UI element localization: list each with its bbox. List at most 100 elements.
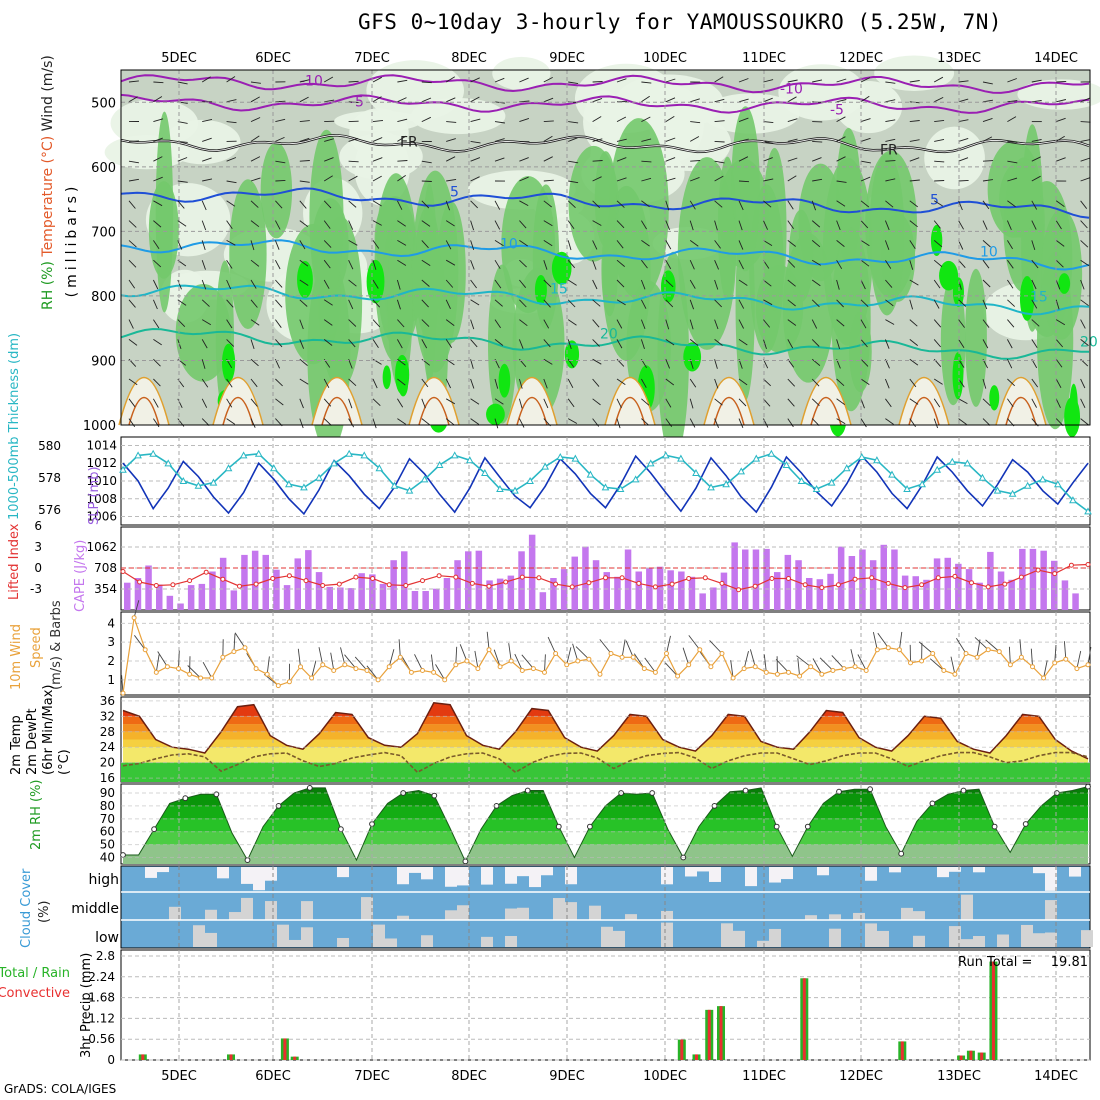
wind-speed-marker — [386, 664, 392, 670]
wind-speed-marker — [453, 662, 459, 668]
cloud-gap — [241, 897, 253, 920]
wind-barb — [421, 339, 428, 349]
wind-barb — [958, 339, 965, 349]
temp-tick-label: 20 — [100, 756, 115, 770]
wind-barb — [348, 398, 353, 409]
wind-barb — [689, 319, 694, 330]
temperature-contour-30 — [614, 396, 646, 426]
cloud-gap — [961, 939, 973, 947]
wind-barb — [201, 200, 207, 211]
cloud-gap — [865, 923, 877, 947]
wind-barb — [860, 160, 871, 164]
wind-barb — [958, 80, 969, 83]
wind-barb — [250, 240, 255, 251]
wind-barb — [226, 378, 233, 388]
wind-barb — [1080, 418, 1089, 426]
slp-tick-label: 1010 — [86, 474, 117, 488]
wind-barb — [518, 398, 523, 409]
wind-barb — [1031, 220, 1037, 230]
wind-barb — [665, 220, 671, 230]
cloud-gap — [301, 901, 313, 920]
lifted-index-marker — [802, 582, 808, 588]
lifted-index-marker — [1002, 581, 1008, 587]
wind-barb — [982, 160, 994, 162]
li-tick-label: 6 — [34, 519, 42, 533]
cape-bar — [901, 575, 909, 610]
wind-barb — [985, 639, 1000, 652]
wind-barb — [831, 655, 845, 669]
cloud-gap — [1081, 930, 1093, 947]
wind-barb — [250, 81, 261, 84]
wind-barb — [567, 200, 576, 209]
wind-barb — [494, 240, 504, 247]
wind-barb — [877, 632, 889, 649]
wind-barb — [372, 137, 383, 142]
wind-barb — [665, 279, 674, 288]
wind-barb — [323, 259, 331, 269]
wind-barb — [234, 632, 246, 649]
wind-barb — [641, 299, 647, 309]
wind-barb — [690, 98, 700, 103]
cape-tick-label: 354 — [94, 582, 117, 596]
wind-barb — [153, 259, 162, 268]
wind-barb — [689, 136, 700, 142]
cape-bar — [997, 571, 1005, 610]
wind-barb — [397, 160, 408, 162]
wind-barb — [494, 200, 501, 210]
thickness-ylabel: 1000-500mb Thickness (dm) — [7, 333, 22, 520]
precip-convective-bar — [980, 1052, 984, 1060]
precip-convective-bar — [707, 1009, 711, 1060]
wind-barb — [616, 157, 627, 162]
wind-barb — [128, 279, 136, 289]
lifted-index-marker — [919, 582, 925, 588]
wind-barb — [324, 138, 334, 142]
wind-barb — [592, 398, 601, 406]
wind-barb — [153, 378, 161, 387]
wind-barb — [982, 299, 988, 310]
wind-barb — [958, 319, 965, 328]
wind-barb — [372, 378, 378, 389]
wind-speed-marker — [996, 649, 1002, 655]
temperature-contour-20 — [120, 327, 1089, 360]
wind-barb — [470, 220, 475, 231]
cape-bar — [806, 578, 813, 610]
wind-barb — [340, 647, 346, 665]
wind-barb — [324, 157, 334, 162]
wind-barb — [514, 653, 523, 671]
wind-barb — [519, 176, 529, 182]
wind-barb — [1007, 240, 1013, 250]
rh-green-patch — [387, 214, 413, 390]
wind-barb — [982, 136, 993, 142]
wind-speed-marker — [963, 651, 969, 656]
cape-bar — [496, 578, 504, 610]
wind-barb — [567, 319, 577, 326]
wind-barb — [226, 99, 237, 103]
rh-light-patch — [366, 60, 465, 122]
wind-barb — [388, 649, 395, 667]
wind-barb — [1080, 177, 1091, 182]
ylabel-part: 10m Wind — [9, 624, 24, 690]
wind-barb — [323, 76, 334, 83]
cloud-gap — [505, 935, 517, 947]
wind-barb — [714, 339, 723, 346]
wind-barb — [1007, 100, 1018, 103]
wind-barb — [641, 398, 650, 406]
wind-barb — [397, 240, 407, 246]
wind-barb — [714, 76, 724, 83]
wind-barb — [226, 259, 233, 269]
wind-barb — [372, 299, 381, 308]
wind-barb — [372, 200, 382, 207]
lifted-index-marker — [985, 584, 991, 590]
wind-speed-marker — [874, 647, 880, 653]
thickness-marker — [1038, 475, 1047, 483]
wind-barb — [566, 647, 572, 665]
wind-barb — [398, 639, 401, 658]
wind-barb — [714, 200, 723, 208]
ylabel-part: Cloud Cover — [19, 868, 34, 948]
wind-barb — [933, 259, 943, 267]
wind-barb — [665, 240, 672, 250]
lifted-index-marker — [436, 573, 442, 579]
wind-speed-marker — [586, 656, 592, 662]
rh-marker — [431, 792, 438, 799]
wind-barb — [421, 180, 432, 182]
